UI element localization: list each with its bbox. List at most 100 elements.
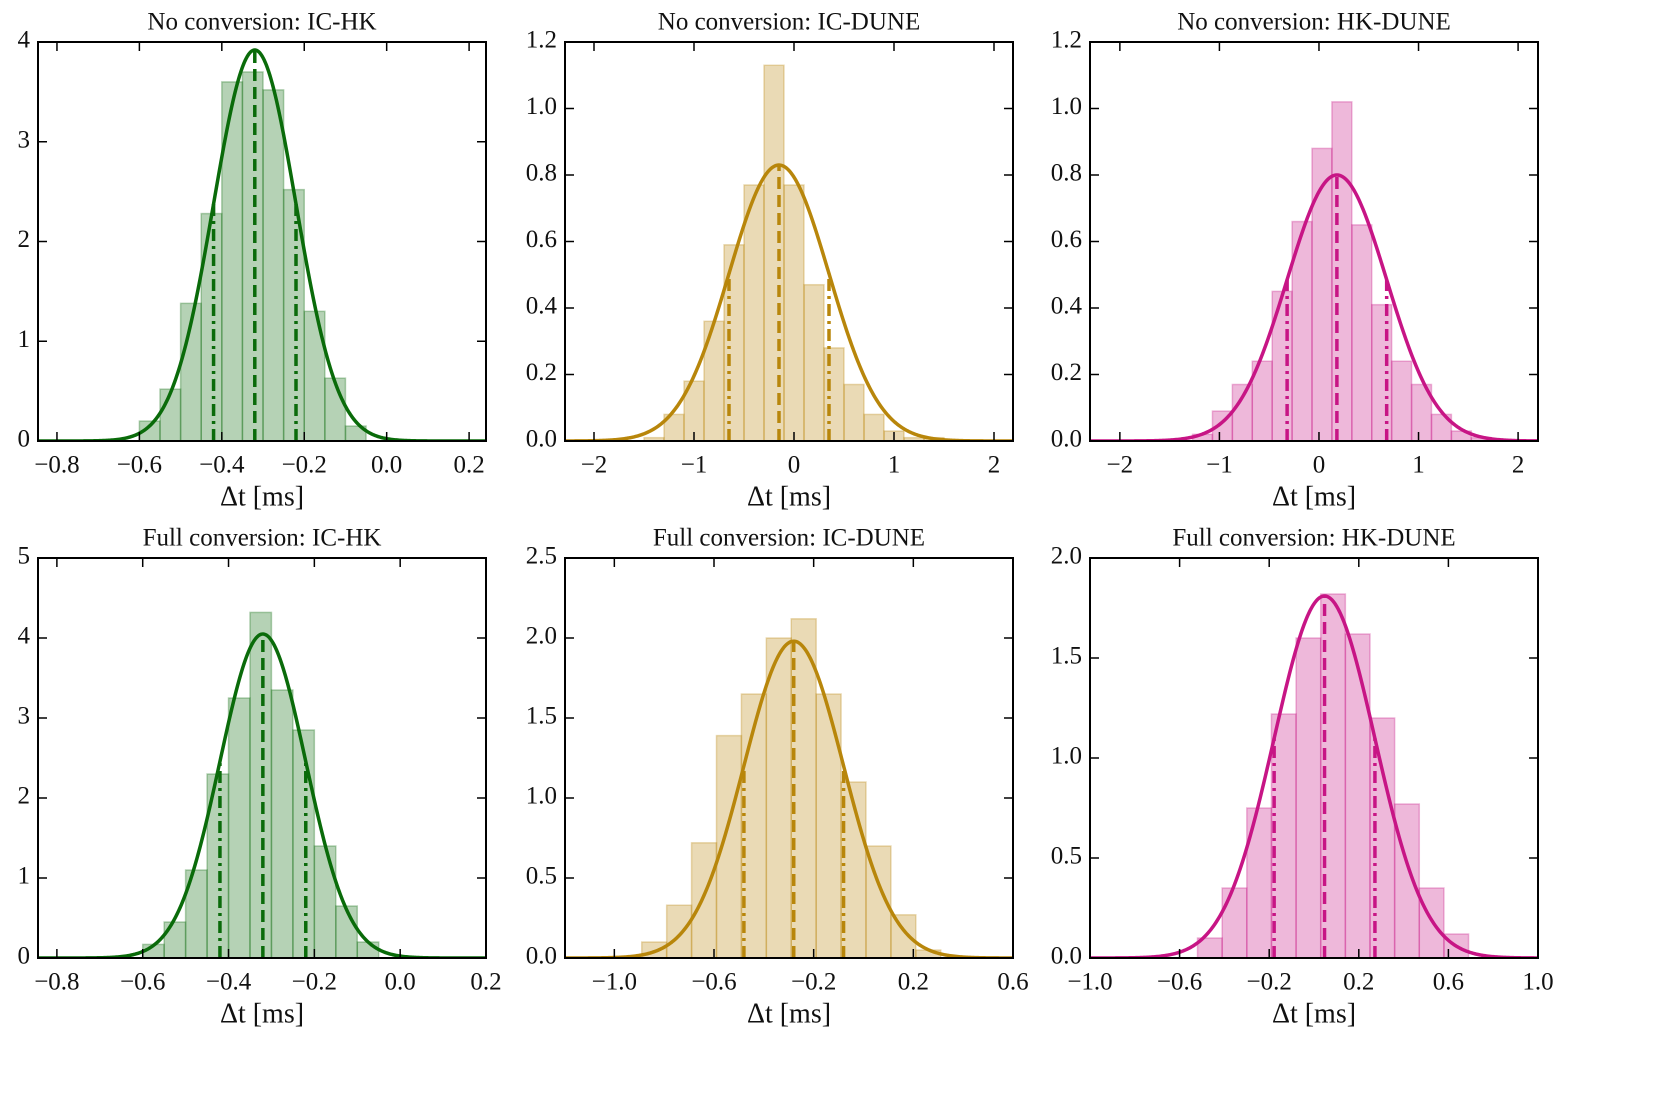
bar bbox=[863, 413, 885, 441]
bar bbox=[815, 693, 842, 958]
x-tick-label: −0.6 bbox=[120, 969, 165, 996]
x-tick-label: 0.2 bbox=[898, 969, 929, 996]
x-tick-label: −1.0 bbox=[592, 969, 637, 996]
y-tick-label: 1 bbox=[18, 863, 31, 890]
subplot: −0.8 −0.6 −0.4 −0.2 0.0 0.2 0 1 2 3 4 No conversion… bbox=[18, 9, 487, 512]
x-tick-label: −0.2 bbox=[1247, 969, 1292, 996]
y-tick-label: 0.6 bbox=[526, 226, 557, 253]
x-tick-label: 2 bbox=[988, 452, 1001, 479]
bar bbox=[1196, 937, 1223, 958]
bar bbox=[1231, 383, 1254, 441]
x-tick-label: −0.6 bbox=[1157, 969, 1202, 996]
subplot: −1.0 −0.6 −0.2 0.2 0.6 1.0 0.0 0.5 1.0 1.5 2.0 Full… bbox=[1051, 525, 1554, 1030]
axes-frame bbox=[564, 557, 1014, 959]
bar bbox=[184, 869, 208, 958]
bar bbox=[1393, 803, 1421, 958]
y-tick-label: 3 bbox=[18, 703, 31, 730]
bar bbox=[783, 184, 805, 441]
bar bbox=[292, 729, 316, 958]
x-tick-label: −0.8 bbox=[34, 452, 79, 479]
x-axis-label: Δt [ms] bbox=[1272, 998, 1356, 1029]
y-tick-label: 2.5 bbox=[526, 543, 557, 570]
bar bbox=[1291, 220, 1313, 441]
y-tick-label: 1 bbox=[18, 326, 31, 353]
x-tick-label: 0 bbox=[788, 452, 801, 479]
x-tick-label: 1 bbox=[1412, 452, 1425, 479]
subplot-title: Full conversion: HK-DUNE bbox=[1172, 525, 1455, 552]
bar bbox=[1295, 637, 1322, 958]
y-tick-label: 1.5 bbox=[1051, 643, 1082, 670]
bar bbox=[890, 914, 917, 958]
x-tick-label: 1.0 bbox=[1522, 969, 1553, 996]
y-tick-label: 4 bbox=[18, 27, 31, 54]
bar bbox=[335, 905, 359, 958]
bar bbox=[1221, 887, 1248, 958]
bar bbox=[1351, 224, 1373, 441]
x-tick-label: 0.0 bbox=[385, 969, 416, 996]
subplot-title: Full conversion: IC-DUNE bbox=[653, 525, 925, 552]
y-tick-label: 0.0 bbox=[1051, 943, 1082, 970]
y-tick-label: 0.5 bbox=[526, 863, 557, 890]
x-axis-label: Δt [ms] bbox=[1272, 481, 1356, 512]
plot-area bbox=[38, 611, 486, 958]
y-tick-label: 1.2 bbox=[1051, 27, 1082, 54]
bar bbox=[270, 689, 294, 958]
subplot-title: No conversion: HK-DUNE bbox=[1177, 9, 1451, 36]
x-tick-label: 0 bbox=[1313, 452, 1326, 479]
subplot: −2 −1 0 1 2 0.0 0.2 0.4 0.6 0.8 1.0 1.2 No conversio… bbox=[526, 9, 1014, 512]
x-tick-label: −0.4 bbox=[199, 452, 245, 479]
bar bbox=[743, 184, 765, 441]
x-axis-label: Δt [ms] bbox=[747, 998, 831, 1029]
bar bbox=[690, 842, 718, 958]
axes-frame bbox=[37, 557, 487, 959]
bar bbox=[765, 637, 792, 958]
plot-area bbox=[565, 64, 1013, 441]
y-tick-label: 1.0 bbox=[1051, 743, 1082, 770]
y-tick-label: 0.0 bbox=[526, 426, 557, 453]
x-tick-label: −1 bbox=[1206, 452, 1233, 479]
y-tick-label: 0.5 bbox=[1051, 843, 1082, 870]
x-tick-label: 2 bbox=[1512, 452, 1525, 479]
x-axis-label: Δt [ms] bbox=[747, 481, 831, 512]
subplot: −0.8 −0.6 −0.4 −0.2 0.0 0.2 0 1 2 3 4 5 Full convers… bbox=[18, 525, 502, 1030]
bar bbox=[241, 71, 264, 441]
y-tick-label: 4 bbox=[18, 623, 31, 650]
bar bbox=[1331, 101, 1353, 441]
x-tick-label: −0.2 bbox=[292, 969, 337, 996]
bar bbox=[723, 244, 745, 441]
x-tick-label: −0.6 bbox=[691, 969, 736, 996]
plot-area bbox=[1090, 593, 1538, 958]
bar bbox=[843, 383, 865, 441]
y-tick-label: 1.5 bbox=[526, 703, 557, 730]
y-tick-label: 0.2 bbox=[1051, 359, 1082, 386]
x-tick-label: 1 bbox=[888, 452, 901, 479]
y-tick-label: 0.4 bbox=[1051, 293, 1083, 320]
bar bbox=[803, 283, 825, 441]
fit-curve bbox=[565, 639, 1013, 958]
bar bbox=[262, 89, 285, 441]
plot-area bbox=[1090, 101, 1538, 441]
y-tick-label: 1.0 bbox=[526, 93, 557, 120]
y-tick-label: 0.0 bbox=[526, 943, 557, 970]
bar bbox=[1370, 303, 1393, 441]
y-tick-label: 1.0 bbox=[526, 783, 557, 810]
y-tick-label: 2 bbox=[18, 226, 31, 253]
plot-area bbox=[38, 48, 486, 441]
x-tick-label: 0.2 bbox=[1343, 969, 1374, 996]
bar bbox=[227, 697, 251, 958]
x-tick-label: 0.6 bbox=[1433, 969, 1464, 996]
y-tick-label: 0.2 bbox=[526, 359, 557, 386]
y-tick-label: 0.0 bbox=[1051, 426, 1082, 453]
x-axis-label: Δt [ms] bbox=[220, 998, 304, 1029]
bar bbox=[1410, 383, 1433, 441]
x-tick-label: −2 bbox=[581, 452, 608, 479]
bar bbox=[1390, 360, 1413, 441]
bar bbox=[344, 425, 367, 441]
plot-area bbox=[565, 618, 1013, 958]
bar bbox=[763, 64, 785, 441]
x-tick-label: 0.2 bbox=[453, 452, 484, 479]
x-tick-label: −0.4 bbox=[206, 969, 252, 996]
subplot-title: Full conversion: IC-HK bbox=[143, 525, 382, 552]
y-tick-label: 2 bbox=[18, 783, 31, 810]
